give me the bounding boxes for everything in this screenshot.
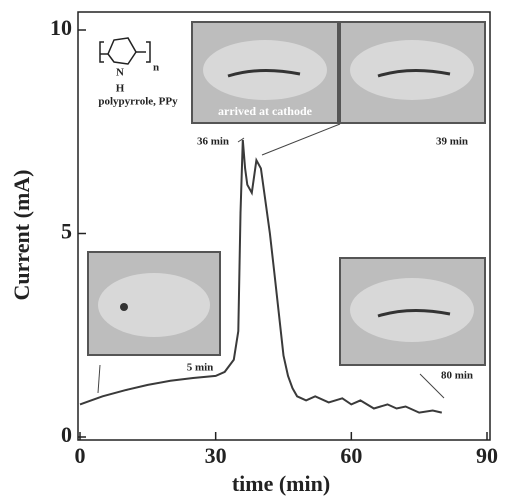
x-tick-label: 0 (75, 443, 86, 468)
annotation: 39 min (436, 136, 468, 148)
x-axis-label: time (min) (232, 471, 330, 496)
annotation: polypyrrole, PPy (98, 96, 178, 108)
annotation: 5 min (187, 362, 214, 374)
y-tick-label: 0 (61, 422, 72, 447)
photo (191, 21, 339, 124)
photo (339, 257, 486, 366)
photo (87, 251, 221, 356)
x-tick-label: 60 (340, 443, 362, 468)
annotation: n (153, 62, 159, 74)
plot-frame (77, 11, 491, 441)
data-line (79, 139, 443, 414)
annotation: 36 min (197, 136, 229, 148)
x-tick-label: 90 (476, 443, 498, 468)
annotation: arrived at cathode (218, 104, 313, 118)
y-axis-label: Current (mA) (9, 170, 34, 301)
structure-formula (99, 37, 151, 65)
photo (339, 21, 486, 124)
y-tick-label: 5 (61, 219, 72, 244)
annotation: N (116, 67, 124, 79)
annotation: 80 min (441, 370, 473, 382)
y-tick-label: 10 (50, 15, 72, 40)
x-tick-label: 30 (205, 443, 227, 468)
arrow (97, 123, 445, 399)
annotation: H (116, 83, 125, 95)
